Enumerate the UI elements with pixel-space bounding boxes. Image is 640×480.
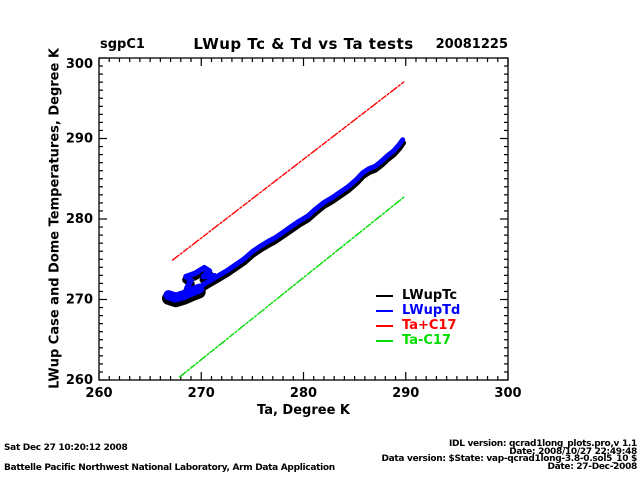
x-tick-label: 280 [290,386,317,401]
legend-row-ta-plus-c17: Ta+C17 [376,318,460,333]
legend-label-ta-minus-c17: Ta-C17 [402,333,451,348]
y-tick-label: 300 [66,57,93,72]
timestamp-text: Sat Dec 27 10:20:12 2008 [4,443,128,453]
data-version-text: Data version: $State: vap-qcrad1long-3.8… [381,454,637,464]
legend-row-lwuptc: LWupTc [376,288,460,303]
idl-version-text: IDL version: qcrad1long_plots.pro,v 1.1 [449,439,637,449]
legend-label-lwuptd: LWupTd [402,303,461,318]
legend-label-ta-plus-c17: Ta+C17 [402,318,457,333]
y-axis-title: LWup Case and Dome Temperatures, Degree … [47,48,63,389]
idl-date-text: Date: 2008/10/27 22:49:48 [509,446,637,457]
series-ta-minus-c17 [179,196,405,378]
x-axis-title: Ta, Degree K [257,403,350,418]
x-tick-label: 260 [85,386,112,401]
legend-label-lwuptc: LWupTc [402,288,458,303]
date-label: 20081225 [435,37,508,52]
x-tick-label: 290 [392,386,419,401]
legend-row-ta-minus-c17: Ta-C17 [376,333,460,348]
y-tick-label: 280 [66,212,93,227]
series-lwuptc [165,139,406,304]
y-tick-label: 260 [66,373,93,388]
y-tick-label: 270 [66,293,93,308]
series-lwuptd-hook [183,264,218,291]
series-lwuptd [166,137,406,300]
legend-row-lwuptd: LWupTd [376,303,460,318]
series-ta-plus-c17 [171,81,405,261]
x-tick-label: 300 [494,386,521,401]
lwuptd-line-swatch [376,309,393,312]
x-tick-label: 270 [188,386,215,401]
site-label: sgpC1 [100,37,145,52]
plot-date-text: Date: 27-Dec-2008 [547,461,637,472]
ta-plus-c17-line-swatch [376,324,393,327]
organization-text: Battelle Pacific Northwest National Labo… [4,463,335,473]
lwuptc-line-swatch [376,294,393,297]
version-info-block: IDL version: qcrad1long_plots.pro,v 1.1 … [381,439,637,472]
ta-minus-c17-line-swatch [376,339,393,342]
legend: LWupTc LWupTd Ta+C17 Ta-C17 [376,288,460,348]
chart-title: LWup Tc & Td vs Ta tests [193,35,414,53]
y-tick-label: 290 [66,132,93,147]
